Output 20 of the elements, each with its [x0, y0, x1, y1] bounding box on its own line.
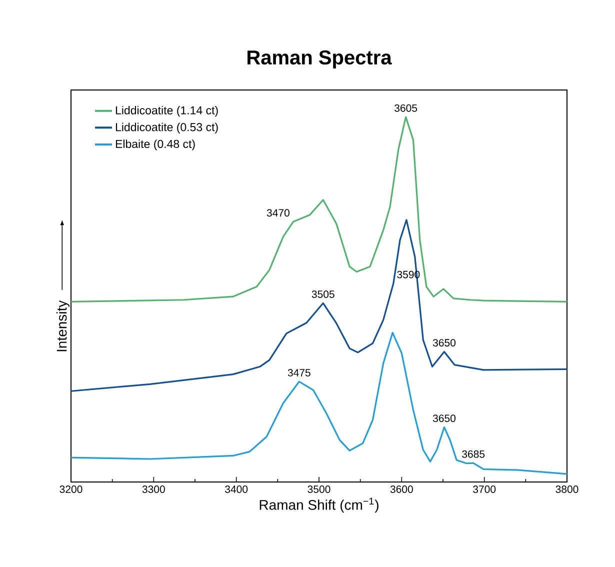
annotation: 3505 — [312, 290, 334, 298]
y-axis-title: Intensity — [56, 300, 70, 352]
annotation: 3650 — [432, 339, 456, 347]
x-tick-label: 3500 — [308, 486, 330, 493]
legend-label: Liddicoatite (1.14 ct) — [116, 106, 218, 117]
x-tick-label: 3400 — [225, 486, 248, 493]
annotation: 3470 — [266, 209, 290, 217]
legend-label: Elbaite (0.48 ct) — [116, 140, 195, 150]
annotation: 3605 — [394, 104, 418, 112]
x-tick-label: 3800 — [556, 486, 578, 493]
legend-label: Liddicoatite (0.53 ct) — [116, 122, 218, 134]
annotation: 3475 — [288, 368, 310, 376]
x-axis-title: Raman Shift (cm$^{−1}$) — [260, 498, 378, 513]
annotation: 3685 — [462, 450, 485, 458]
x-tick-label: 3700 — [473, 486, 496, 493]
chart-title: Raman Spectra — [248, 50, 392, 69]
annotation: 3650 — [432, 414, 456, 422]
x-tick-label: 3600 — [390, 486, 413, 493]
x-tick-label: 3300 — [142, 486, 165, 493]
x-tick-label: 3200 — [60, 486, 82, 493]
